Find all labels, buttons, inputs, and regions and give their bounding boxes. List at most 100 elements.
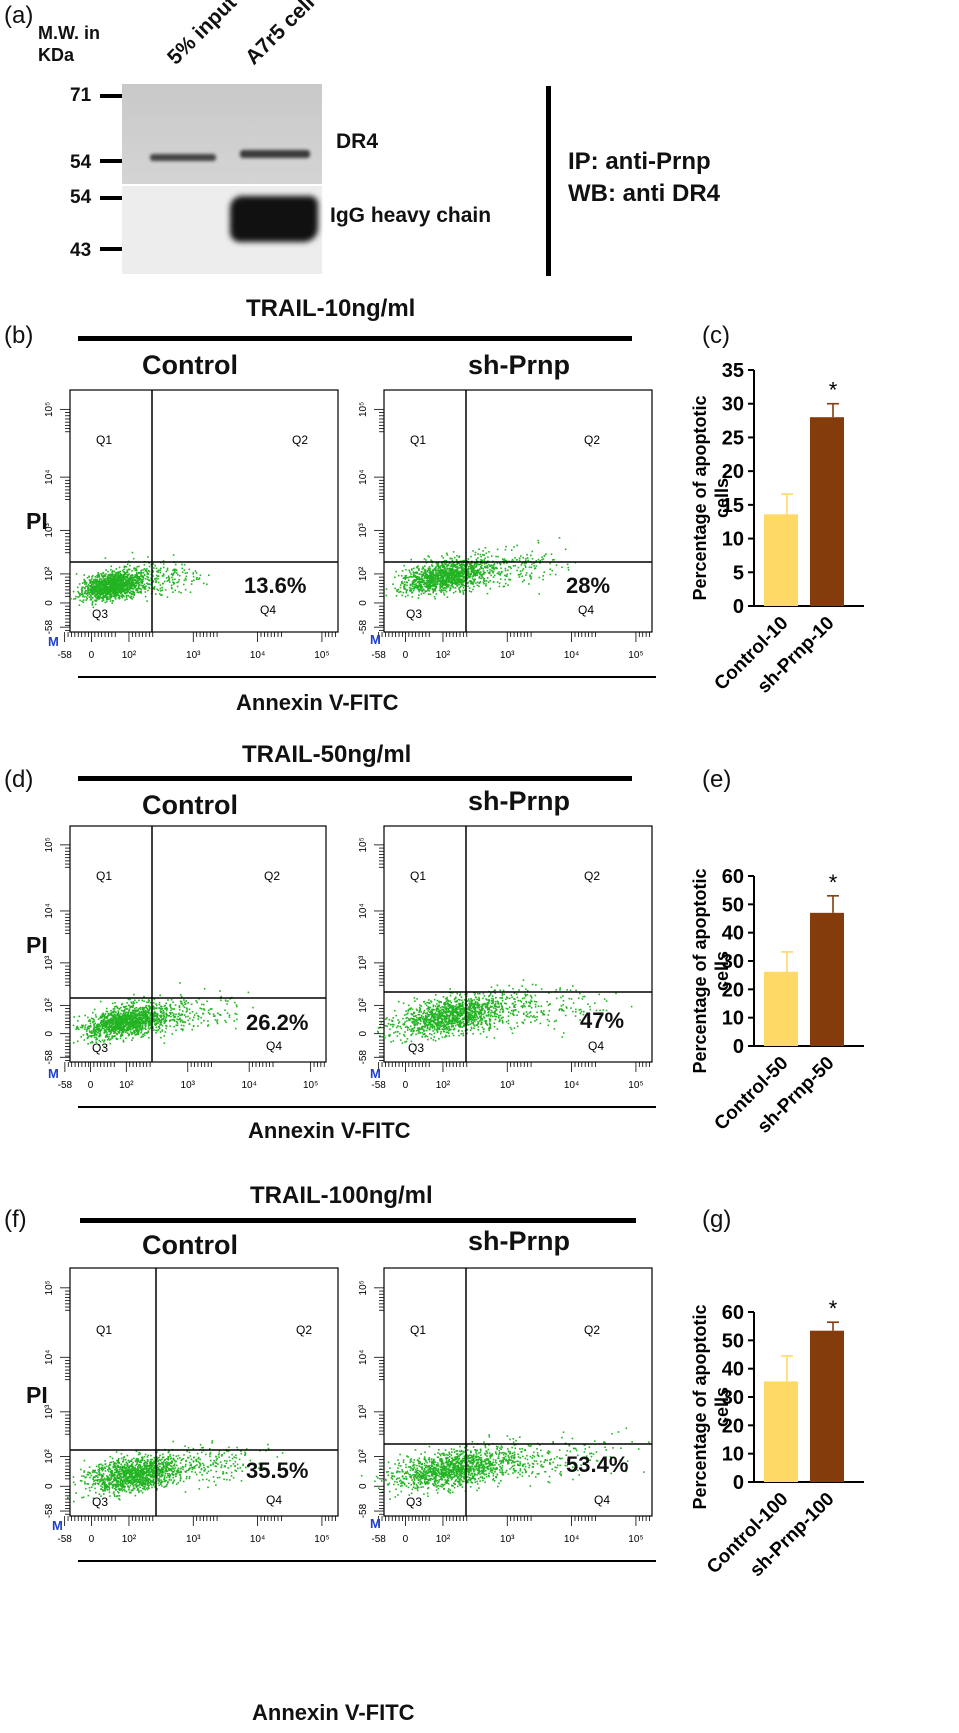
scatter-dot xyxy=(102,1019,105,1021)
scatter-dot xyxy=(139,1024,142,1027)
y-tick-label: -58 xyxy=(358,619,369,634)
scatter-dot xyxy=(404,583,406,586)
scatter-dot xyxy=(161,1018,163,1021)
scatter-dot xyxy=(108,1021,110,1024)
scatter-dot xyxy=(396,590,398,593)
scatter-dot xyxy=(229,998,231,1000)
scatter-dot xyxy=(129,564,131,567)
scatter-dot xyxy=(110,1032,112,1035)
scatter-dot xyxy=(512,560,515,562)
scatter-dot xyxy=(144,1028,147,1030)
scatter-dot xyxy=(439,569,442,571)
scatter-dot xyxy=(188,568,191,571)
scatter-dot xyxy=(156,574,158,577)
scatter-dot xyxy=(202,1012,205,1015)
x-tick-label: 10³ xyxy=(186,650,201,661)
scatter-dot xyxy=(92,1021,94,1024)
scatter-dot xyxy=(473,564,476,567)
panel-d-label: (d) xyxy=(4,766,34,793)
scatter-dot xyxy=(92,1028,95,1031)
scatter-dot xyxy=(88,575,90,578)
scatter-dot xyxy=(533,562,536,564)
scatter-dot xyxy=(102,1013,105,1016)
scatter-dot xyxy=(126,1008,129,1010)
scatter-dot xyxy=(140,573,142,576)
scatter-dot xyxy=(143,588,146,590)
scatter-dot xyxy=(531,563,533,566)
annexin-label-10: Annexin V-FITC xyxy=(236,690,399,715)
scatter-dot xyxy=(89,1031,91,1034)
scatter-dot xyxy=(460,580,463,583)
scatter-dot xyxy=(485,583,487,585)
scatter-dot xyxy=(109,1014,111,1016)
scatter-dot xyxy=(136,1020,138,1023)
scatter-dot xyxy=(441,555,443,557)
scatter-dot xyxy=(530,566,533,569)
scatter-dot xyxy=(471,575,474,577)
scatter-dot xyxy=(102,1012,104,1015)
scatter-dot xyxy=(440,565,442,567)
scatter-dot xyxy=(160,594,162,596)
scatter-dot xyxy=(441,577,443,579)
scatter-dot xyxy=(112,592,114,594)
scatter-dot xyxy=(484,580,486,582)
scatter-dot xyxy=(147,1016,150,1019)
scatter-dot xyxy=(123,1010,126,1013)
scatter-dot xyxy=(153,586,156,588)
scatter-dot xyxy=(135,1019,138,1021)
scatter-dot xyxy=(432,571,434,573)
scatter-dot xyxy=(146,571,149,574)
scatter-dot xyxy=(82,1024,85,1027)
scatter-dot xyxy=(545,553,547,555)
scatter-dot xyxy=(138,1014,141,1017)
scatter-dot xyxy=(434,577,437,579)
scatter-dot xyxy=(102,596,104,599)
scatter-dot xyxy=(72,1042,75,1044)
scatter-dot xyxy=(425,574,428,577)
scatter-dot xyxy=(138,1007,141,1010)
scatter-dot xyxy=(424,585,426,587)
scatter-dot xyxy=(121,582,124,585)
scatter-dot xyxy=(98,593,100,595)
scatter-dot xyxy=(154,1018,156,1021)
scatter-dot xyxy=(98,1027,100,1029)
scatter-dot xyxy=(100,580,103,583)
y-tick-label: 10⁴ xyxy=(44,903,55,918)
scatter-dot xyxy=(138,1010,140,1013)
scatter-dot xyxy=(107,1021,109,1023)
scatter-dot xyxy=(549,573,552,576)
scatter-dot xyxy=(434,590,437,592)
scatter-dot xyxy=(153,588,155,590)
scatter-dot xyxy=(75,573,78,575)
scatter-dot xyxy=(118,597,121,600)
scatter-dot xyxy=(119,1037,122,1040)
scatter-dot xyxy=(479,562,482,564)
scatter-dot xyxy=(146,568,148,570)
scatter-dot xyxy=(468,576,471,578)
scatter-dot xyxy=(192,572,195,574)
scatter-dot xyxy=(167,579,170,581)
scatter-dot xyxy=(130,580,133,583)
scatter-dot xyxy=(405,590,408,593)
scatter-dot xyxy=(101,1026,103,1028)
scatter-dot xyxy=(94,590,97,593)
scatter-dot xyxy=(133,1017,136,1020)
scatter-dot xyxy=(133,1032,135,1035)
scatter-dot xyxy=(131,1033,133,1036)
scatter-dot xyxy=(131,1022,134,1024)
scatter-dot xyxy=(449,582,452,584)
scatter-dot xyxy=(180,1002,182,1005)
scatter-dot xyxy=(185,1011,188,1013)
scatter-dot xyxy=(438,574,441,577)
scatter-dot xyxy=(96,1027,98,1030)
scatter-dot xyxy=(457,580,460,582)
scatter-dot xyxy=(122,594,125,597)
scatter-dot xyxy=(147,1011,149,1013)
scatter-dot xyxy=(148,570,151,573)
scatter-dot xyxy=(131,1039,133,1041)
y-tick-label: 10⁵ xyxy=(358,402,369,417)
control-pct-10: 13.6% xyxy=(244,573,307,598)
scatter-dot xyxy=(115,1023,118,1025)
scatter-dot xyxy=(96,1028,99,1031)
scatter-dot xyxy=(182,1004,185,1007)
